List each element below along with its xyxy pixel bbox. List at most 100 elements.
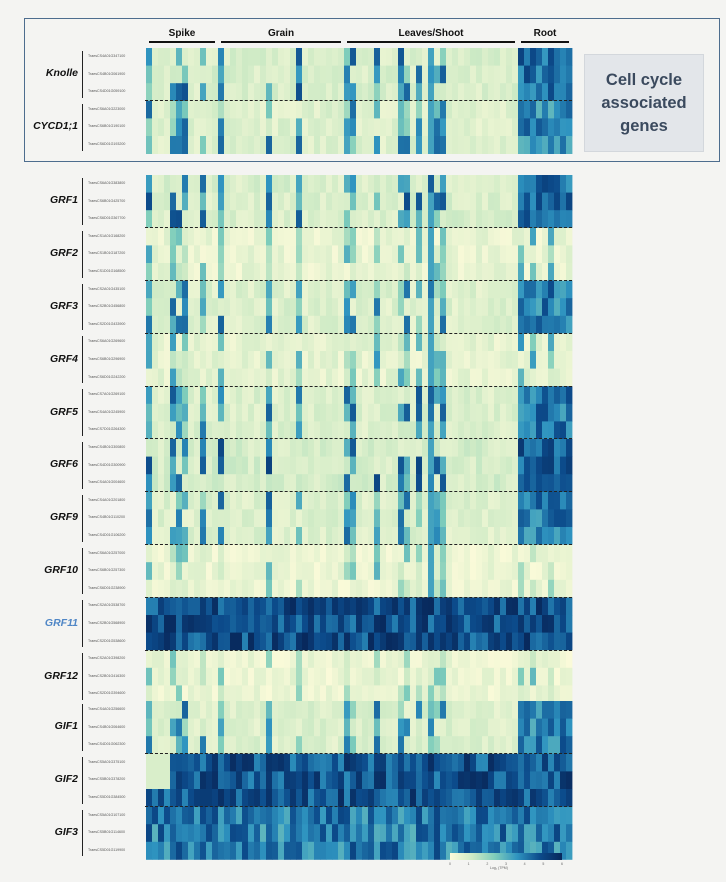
heat-cell (314, 718, 321, 737)
heat-cell (410, 333, 417, 352)
heat-cell (374, 701, 381, 719)
heat-cell (284, 421, 291, 440)
heat-cell (428, 632, 435, 651)
heat-cell (278, 527, 285, 545)
heat-cell (452, 562, 459, 581)
heat-cell (458, 192, 465, 211)
heat-cell (566, 562, 573, 581)
heat-cell (416, 718, 423, 737)
heat-cell (176, 315, 183, 334)
heat-cell (350, 280, 357, 299)
heat-cell (410, 701, 417, 719)
heat-cell (374, 685, 381, 704)
heat-cell (296, 210, 303, 229)
heat-cell (212, 65, 219, 84)
heat-cell (284, 136, 291, 154)
heat-cell (482, 315, 489, 334)
heat-cell (254, 368, 261, 387)
heat-cell (332, 685, 339, 704)
heat-cell (326, 562, 333, 581)
heat-cell (338, 263, 345, 281)
heat-cell (314, 509, 321, 528)
heat-cell (452, 701, 459, 719)
heat-cell (236, 632, 243, 651)
heat-cell (374, 386, 381, 405)
heat-cell (530, 315, 537, 334)
heat-cell (380, 227, 387, 246)
heat-cell (146, 175, 153, 193)
heat-cell (506, 118, 513, 137)
heat-cell (434, 544, 441, 563)
heat-cell (194, 597, 201, 616)
heat-cell (416, 753, 423, 772)
heat-cell (194, 403, 201, 422)
heat-cell (314, 210, 321, 229)
heat-cell (338, 491, 345, 510)
heat-cell (254, 280, 261, 299)
heat-cell (518, 175, 525, 193)
heat-cell (500, 491, 507, 510)
heat-cell (392, 315, 399, 334)
heat-cell (410, 136, 417, 154)
heat-cell (368, 227, 375, 246)
heat-cell (320, 227, 327, 246)
heat-cell (398, 562, 405, 581)
heat-cell (542, 403, 549, 422)
heat-cell (272, 83, 279, 102)
heat-cell (548, 65, 555, 84)
heat-cell (440, 579, 447, 598)
heat-cell (416, 333, 423, 352)
legend-tick: 1 (467, 862, 470, 866)
heat-cell (254, 263, 261, 281)
heat-cell (524, 667, 531, 686)
heat-cell (350, 386, 357, 405)
heat-cell (530, 386, 537, 405)
heat-cell (182, 175, 189, 193)
heat-cell (350, 718, 357, 737)
heat-cell (398, 65, 405, 84)
heat-cell (224, 227, 231, 246)
heat-cell (236, 491, 243, 510)
heat-cell (404, 841, 411, 860)
heat-cell (452, 544, 459, 563)
heat-cell (278, 403, 285, 422)
heat-cell (242, 718, 249, 737)
heat-cell (470, 403, 477, 422)
heat-cell (302, 386, 309, 405)
heat-cell (230, 210, 237, 229)
heat-cell (494, 227, 501, 246)
heat-cell (338, 474, 345, 493)
heat-cell (266, 509, 273, 528)
heat-cell (302, 632, 309, 651)
heat-cell (512, 841, 519, 860)
heat-cell (476, 615, 483, 633)
heat-cell (464, 48, 471, 66)
heat-cell (368, 280, 375, 299)
heat-cell (314, 771, 321, 790)
heat-cell (488, 118, 495, 137)
heat-cell (356, 298, 363, 317)
heat-cell (524, 136, 531, 154)
heat-cell (158, 245, 165, 264)
heat-cell (170, 280, 177, 299)
heat-cell (278, 456, 285, 475)
transcript-id: TraesCS4D01G300900 (88, 462, 126, 467)
heat-cell (242, 456, 249, 475)
heat-cell (170, 736, 177, 755)
heat-cell (464, 824, 471, 843)
heat-cell (428, 491, 435, 510)
heat-cell (176, 474, 183, 493)
heat-cell (302, 245, 309, 264)
heat-cell (542, 48, 549, 66)
heat-cell (356, 718, 363, 737)
heat-cell (320, 175, 327, 193)
heat-cell (428, 439, 435, 457)
heat-cell (482, 718, 489, 737)
heat-cell (182, 527, 189, 545)
heat-cell (506, 527, 513, 545)
heat-cell (410, 280, 417, 299)
heat-cell (404, 544, 411, 563)
heat-cell (170, 615, 177, 633)
heat-cell (326, 315, 333, 334)
heat-cell (356, 245, 363, 264)
